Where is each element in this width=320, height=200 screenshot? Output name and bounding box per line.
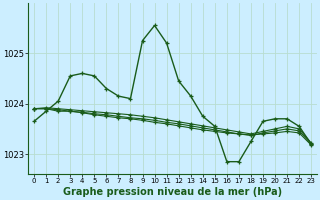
X-axis label: Graphe pression niveau de la mer (hPa): Graphe pression niveau de la mer (hPa) — [63, 187, 282, 197]
